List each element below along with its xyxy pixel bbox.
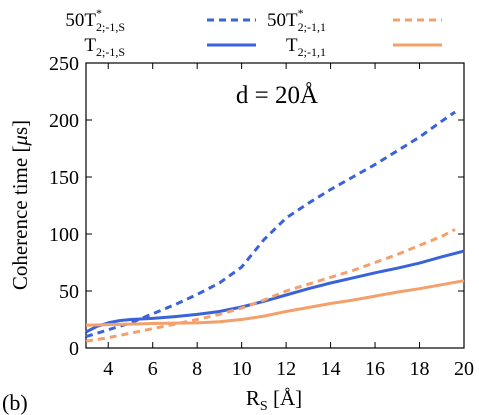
svg-text:T2;-1,S: T2;-1,S bbox=[84, 35, 125, 59]
y-tick-label-50: 50 bbox=[59, 281, 79, 303]
legend-entry-T2s: T2;-1,S bbox=[84, 35, 256, 59]
x-tick-label-4: 4 bbox=[103, 358, 113, 380]
legend-label-50T2_1-sup: * bbox=[298, 6, 304, 20]
legend-label-50T2s-sub: 2;-1,S bbox=[96, 20, 125, 34]
x-tick-label-8: 8 bbox=[192, 358, 202, 380]
legend-label-T2s-prefix: T bbox=[84, 35, 96, 56]
y-tick-label-200: 200 bbox=[49, 110, 79, 132]
legend-label-50T2_1-prefix: 50T bbox=[267, 10, 298, 31]
plot-frame bbox=[85, 62, 465, 349]
x-axis-label-sub: S bbox=[260, 399, 268, 414]
x-tick-label-12: 12 bbox=[276, 358, 296, 380]
y-tick-label-250: 250 bbox=[49, 53, 79, 75]
x-tick-label-18: 18 bbox=[410, 358, 430, 380]
y-axis-label: Coherence time [μs] bbox=[8, 120, 32, 290]
x-axis-label-unit: [Å] bbox=[268, 386, 302, 410]
legend-label-T2_1-prefix: T bbox=[286, 35, 298, 56]
x-axis-label: RS [Å] bbox=[246, 386, 302, 414]
x-tick-label-20: 20 bbox=[454, 358, 474, 380]
legend-entry-50T2_1: 50T* 2;-1,1 bbox=[267, 6, 442, 34]
y-tick-label-0: 0 bbox=[69, 338, 79, 360]
legend-label-50T2s-prefix: 50T bbox=[65, 10, 96, 31]
y-axis-label-mu: μ bbox=[8, 135, 32, 147]
y-tick-label-100: 100 bbox=[49, 224, 79, 246]
legend-label-50T2_1-sub: 2;-1,1 bbox=[298, 20, 326, 34]
svg-text:T2;-1,1: T2;-1,1 bbox=[286, 35, 326, 59]
x-tick-label-6: 6 bbox=[148, 358, 158, 380]
series-line-50T2s bbox=[85, 110, 456, 339]
legend-label-T2_1-sub: 2;-1,1 bbox=[298, 45, 326, 59]
y-axis-label-unit: s] bbox=[8, 120, 32, 135]
y-axis-label-prefix: Coherence time [ bbox=[8, 146, 32, 291]
legend-entry-50T2s: 50T* 2;-1,S bbox=[65, 6, 256, 34]
x-axis-label-main: R bbox=[246, 386, 260, 410]
x-tick-label-14: 14 bbox=[321, 358, 341, 380]
y-tick-label-150: 150 bbox=[49, 167, 79, 189]
series-line-T2_1 bbox=[85, 279, 465, 327]
legend-entry-T2_1: T2;-1,1 bbox=[286, 35, 442, 59]
legend-label-T2s-sub: 2;-1,S bbox=[96, 45, 125, 59]
panel-label: (b) bbox=[2, 390, 28, 415]
svg-text:50T*2;-1,S: 50T* 2;-1,S bbox=[65, 6, 125, 34]
series-lines bbox=[85, 110, 465, 343]
svg-text:50T*2;-1,1: 50T* 2;-1,1 bbox=[267, 6, 326, 34]
legend-label-50T2s-sup: * bbox=[96, 6, 102, 20]
legend: 50T* 2;-1,S T2;-1,S 50T* 2;-1,1 T2;-1,1 bbox=[65, 6, 442, 59]
x-tick-label-10: 10 bbox=[232, 358, 252, 380]
distance-annotation: d = 20Å bbox=[236, 82, 318, 109]
x-tick-label-16: 16 bbox=[365, 358, 385, 380]
series-line-50T2_1 bbox=[85, 228, 456, 343]
